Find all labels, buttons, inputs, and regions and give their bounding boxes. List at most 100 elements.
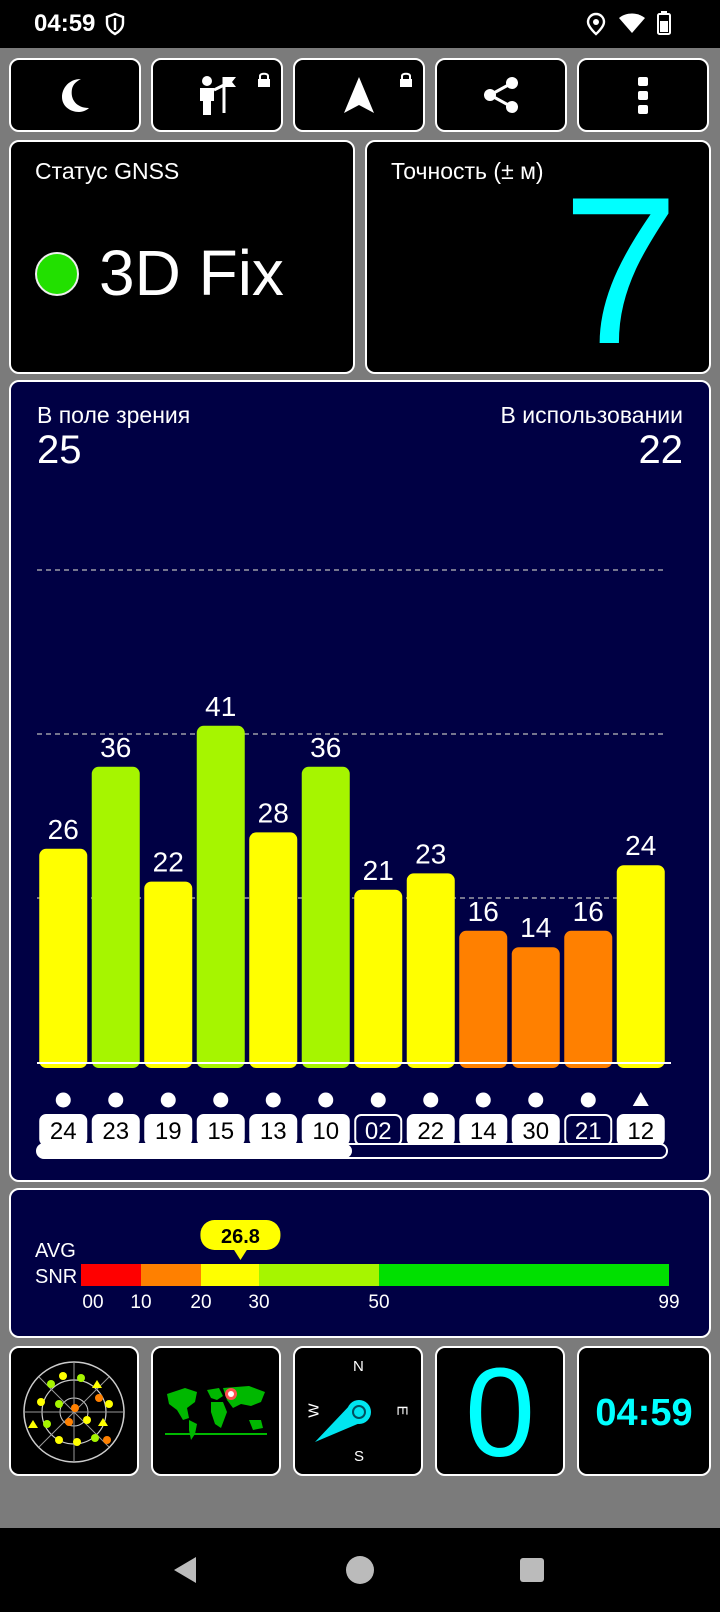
compass-widget[interactable]: N S E W (293, 1346, 423, 1476)
snr-bar (144, 881, 193, 1068)
recents-icon[interactable] (519, 1557, 545, 1583)
lock-icon (400, 72, 412, 87)
satellite-id-label: 10 (312, 1118, 339, 1145)
in-use-value: 22 (638, 428, 684, 472)
navigation-arrow-icon (344, 77, 374, 113)
snr-bar (39, 848, 88, 1068)
avg-snr-pointer-icon (233, 1249, 248, 1260)
avg-label: AVG (35, 1240, 76, 1262)
snr-bar-value: 36 (310, 732, 341, 763)
snr-label: SNR (35, 1266, 78, 1288)
constellation-marker-icon (213, 1092, 229, 1108)
chart-scrollbar-thumb (37, 1144, 352, 1158)
world-map-icon (165, 1386, 267, 1440)
satellite-id-label: 14 (470, 1118, 497, 1145)
constellation-marker-icon (108, 1092, 124, 1108)
battery-icon (657, 11, 671, 35)
snr-bar (249, 832, 298, 1068)
accuracy-label: Точность (± м) (391, 158, 544, 184)
shield-icon (105, 12, 125, 36)
snr-scale-tick-label: 30 (248, 1292, 269, 1313)
in-view-value: 25 (37, 428, 82, 472)
constellation-marker-icon (160, 1092, 176, 1108)
snr-bar-value: 36 (100, 732, 131, 763)
constellation-marker-icon (528, 1092, 544, 1108)
sky-view-widget[interactable] (9, 1346, 139, 1476)
snr-scale-tick-label: 00 (82, 1292, 103, 1313)
satellite-id-label: 13 (260, 1118, 287, 1145)
poi-icon (200, 76, 236, 115)
satellite-id-label: 21 (575, 1118, 602, 1145)
navigation-bar (0, 1528, 720, 1612)
constellation-marker-icon (265, 1092, 281, 1108)
fix-indicator-dot (35, 252, 79, 296)
snr-bar-value: 14 (520, 912, 551, 943)
satellite-id-label: 19 (155, 1118, 182, 1145)
satellite-id-label: 02 (365, 1118, 392, 1145)
in-use-label: В использовании (500, 402, 683, 428)
poi-button[interactable] (151, 58, 283, 132)
snr-bar (301, 766, 350, 1068)
clock-widget[interactable]: 04:59 (577, 1346, 711, 1476)
home-icon[interactable] (345, 1555, 375, 1585)
snr-bar-value: 41 (205, 691, 236, 722)
in-view-label: В поле зрения (37, 402, 191, 428)
constellation-marker-icon (580, 1092, 596, 1108)
compass-north-label: N (353, 1358, 364, 1375)
app-container: Статус GNSS 3D Fix Точность (± м) 7 В по… (0, 48, 720, 1528)
night-mode-button[interactable] (9, 58, 141, 132)
back-icon[interactable] (170, 1554, 200, 1586)
night-mode-icon (62, 79, 89, 112)
constellation-marker-icon (423, 1092, 439, 1108)
snr-bar-value: 16 (468, 896, 499, 927)
share-icon (484, 77, 518, 113)
snr-scale-tick-label: 99 (658, 1292, 679, 1313)
snr-bar (91, 766, 140, 1068)
more-options-button[interactable] (577, 58, 709, 132)
snr-bar-value: 26 (48, 814, 79, 845)
snr-scale-segment (379, 1264, 669, 1286)
snr-bar (564, 930, 613, 1068)
snr-scale: 00 10 20 30 50 99 26.8 (81, 1220, 680, 1313)
navigation-button[interactable] (293, 58, 425, 132)
accuracy-panel: Точность (± м) 7 (365, 140, 711, 388)
snr-bar-value: 16 (573, 896, 604, 927)
snr-scale-segment (81, 1264, 141, 1286)
avg-snr-panel: AVG SNR 00 10 20 30 50 99 26.8 (9, 1188, 711, 1338)
satellite-id-label: 24 (50, 1118, 77, 1145)
speed-value: 0 (464, 1342, 536, 1483)
snr-scale-segment (141, 1264, 201, 1286)
snr-scale-tick-label: 10 (130, 1292, 151, 1313)
speed-widget[interactable]: 0 (435, 1346, 565, 1476)
snr-scale-tick-label: 50 (368, 1292, 389, 1313)
world-map-widget[interactable] (151, 1346, 281, 1476)
constellation-marker-icon (318, 1092, 334, 1108)
clock-value: 04:59 (595, 1392, 693, 1434)
satellite-id-label: 30 (522, 1118, 549, 1145)
satellite-snr-panel[interactable]: В поле зрения 25 В использовании 22 26 24… (9, 380, 711, 1182)
snr-bar-value: 22 (153, 847, 184, 878)
satellite-id-label: 22 (417, 1118, 444, 1145)
accuracy-value: 7 (562, 153, 679, 388)
snr-bar-chart: 26 24 36 23 22 19 41 15 28 13 36 10 21 02 23 22 16 14 14 30… (36, 569, 671, 1159)
snr-bar-value: 28 (258, 797, 289, 828)
location-icon (586, 12, 606, 36)
gnss-status-label: Статус GNSS (35, 158, 180, 184)
wifi-icon (619, 13, 645, 33)
sky-view-radar-icon (23, 1361, 125, 1463)
sbas-marker-icon (632, 1092, 649, 1106)
snr-bar (459, 930, 508, 1068)
lock-icon (258, 72, 270, 87)
snr-scale-segment (259, 1264, 379, 1286)
status-bar: 04:59 (0, 0, 720, 48)
snr-scale-tick-label: 20 (190, 1292, 211, 1313)
snr-scale-segment (201, 1264, 259, 1286)
compass-south-label: S (354, 1448, 365, 1465)
satellite-id-label: 23 (102, 1118, 129, 1145)
share-button[interactable] (435, 58, 567, 132)
more-vert-icon (638, 77, 648, 114)
snr-bar-value: 24 (625, 830, 656, 861)
constellation-marker-icon (475, 1092, 491, 1108)
snr-bar-value: 21 (363, 855, 394, 886)
snr-bar (196, 725, 245, 1068)
